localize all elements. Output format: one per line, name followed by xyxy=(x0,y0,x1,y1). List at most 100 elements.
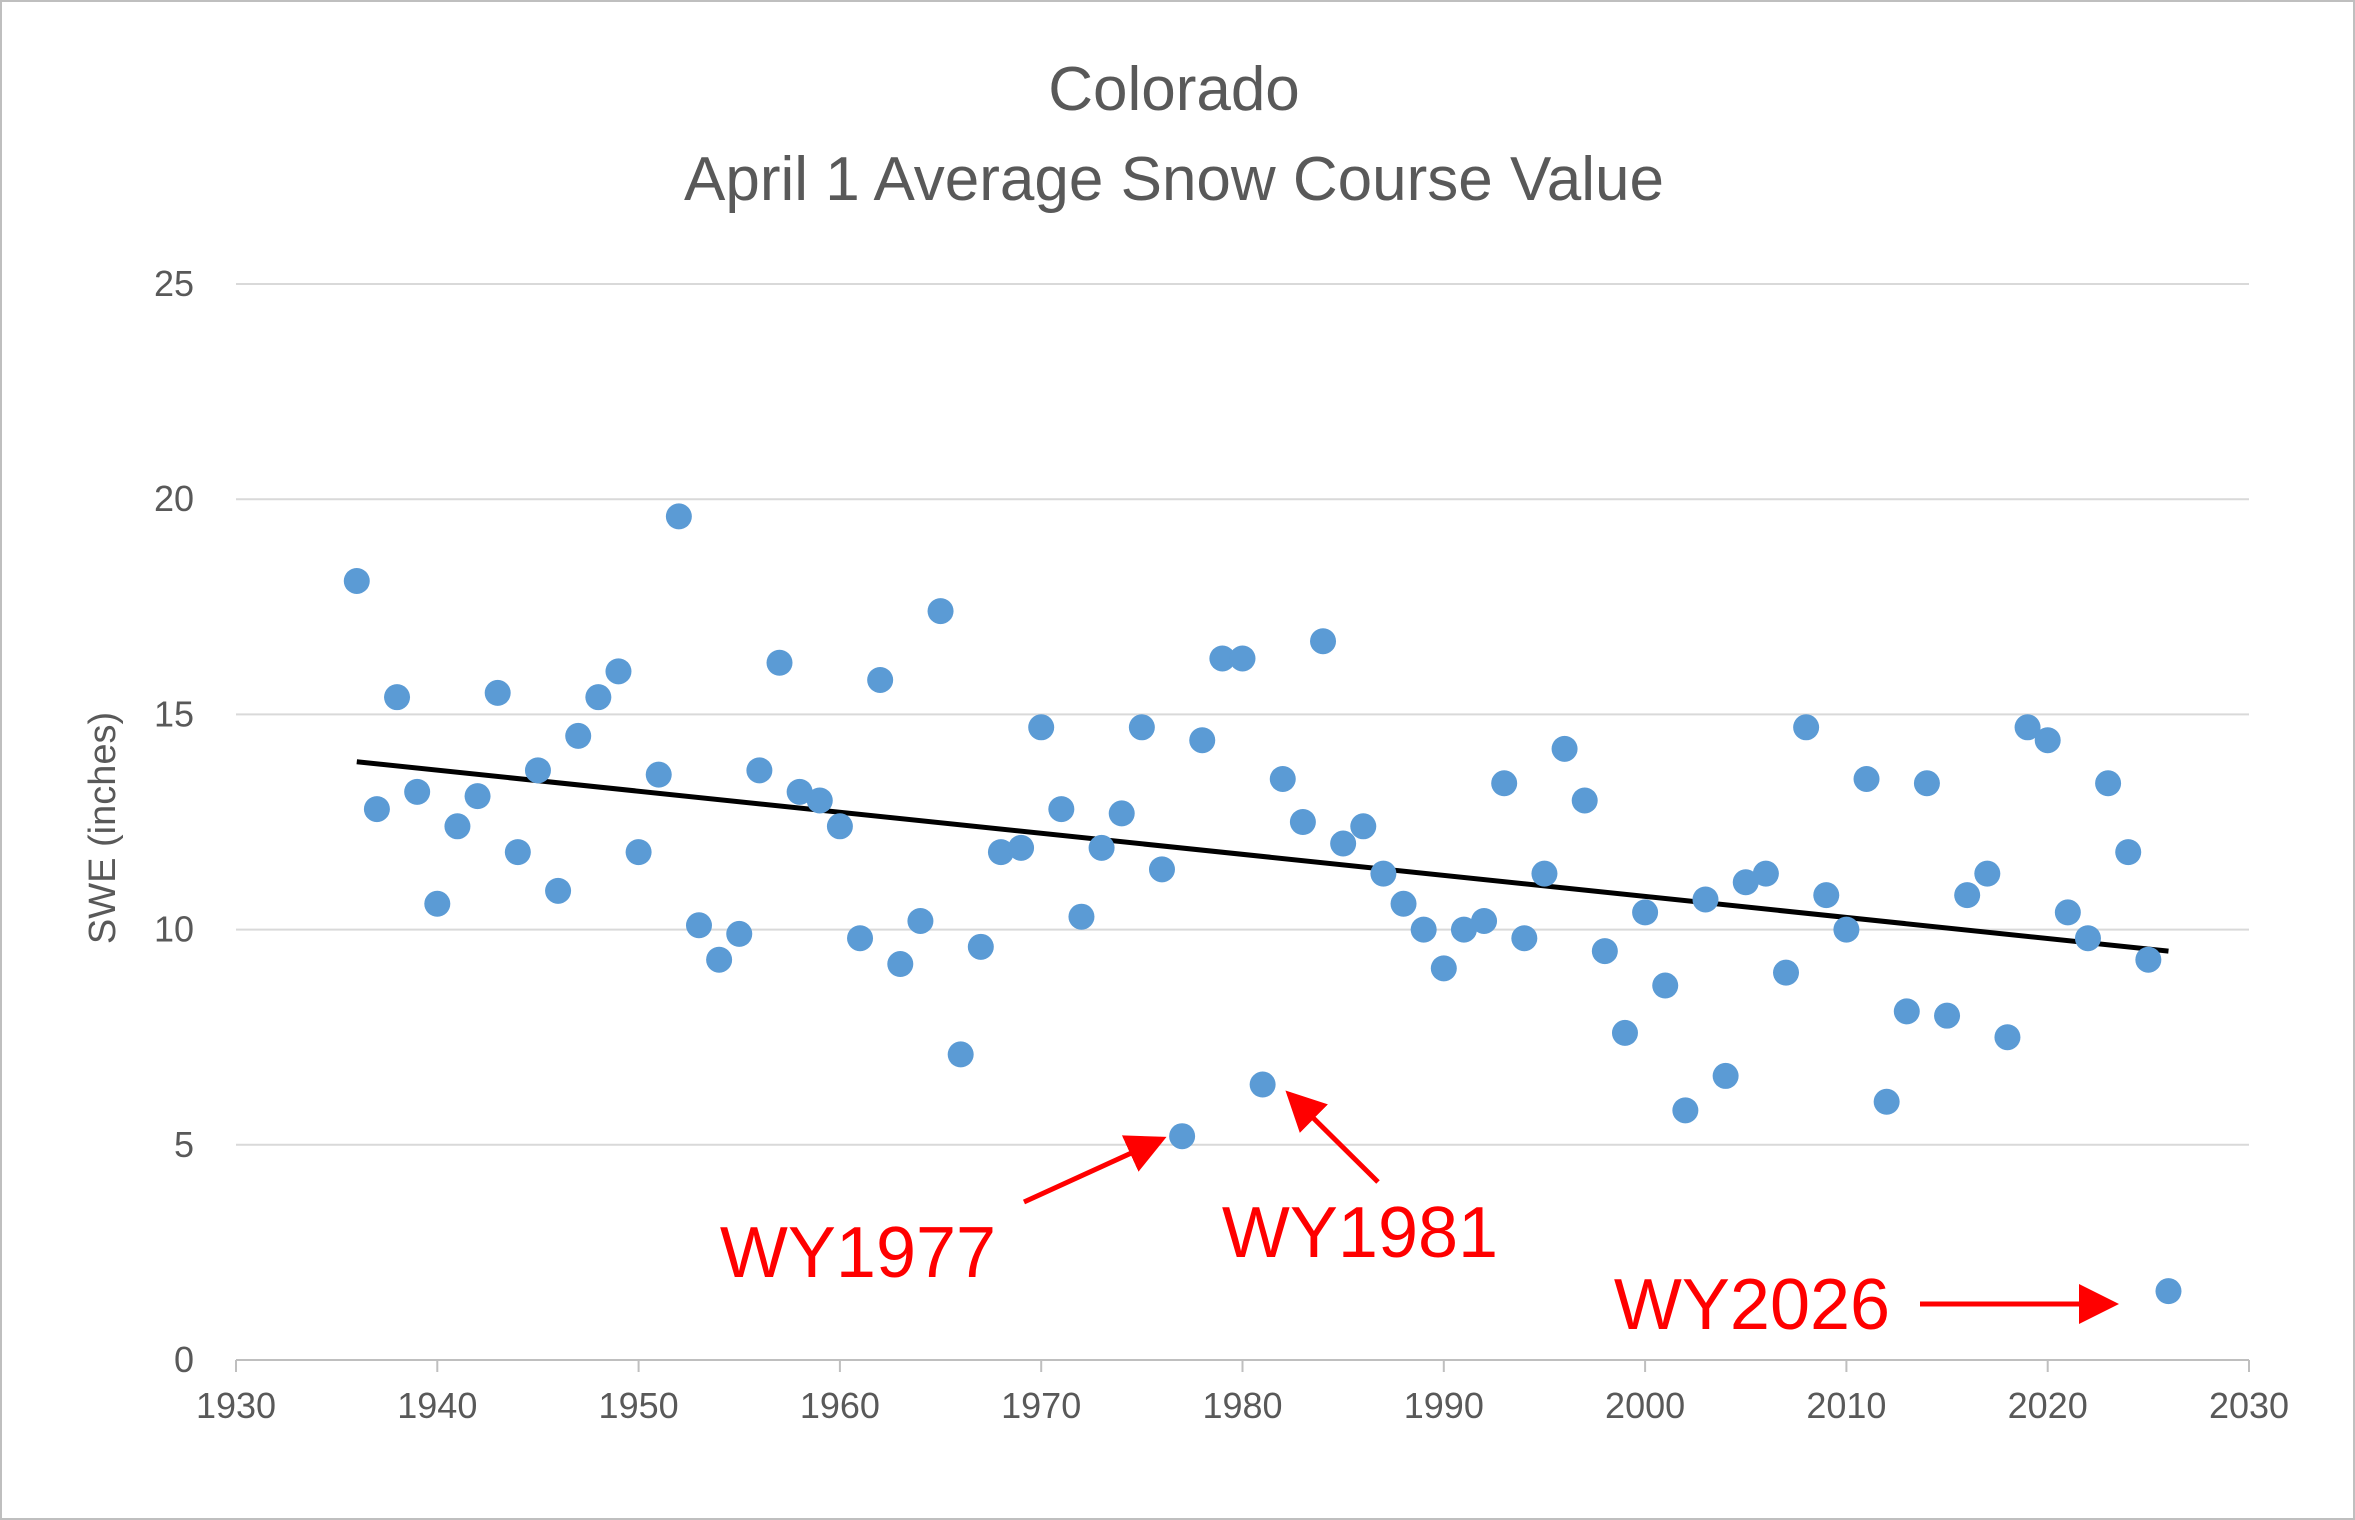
data-point xyxy=(1310,628,1337,655)
tick-labels: 0 5 10 15 20 25 1930 1940 1950 1960 1970 1980 1990 20… xyxy=(154,263,2289,1426)
data-point xyxy=(1793,714,1820,741)
data-point xyxy=(1652,972,1679,999)
x-tick-label: 1940 xyxy=(397,1385,477,1426)
data-point xyxy=(1088,834,1115,861)
data-point xyxy=(907,907,934,934)
data-point xyxy=(1893,998,1920,1025)
data-point xyxy=(887,951,914,978)
data-point xyxy=(1169,1123,1196,1150)
data-point xyxy=(927,598,954,625)
y-tick-label: 10 xyxy=(154,909,194,950)
x-tick-label: 2030 xyxy=(2209,1385,2289,1426)
data-point xyxy=(1330,830,1357,857)
data-point xyxy=(1954,882,1981,909)
data-point xyxy=(1370,860,1397,887)
data-point xyxy=(1672,1097,1699,1124)
data-point xyxy=(1108,800,1135,827)
y-tick-label: 0 xyxy=(174,1339,194,1380)
data-point xyxy=(565,722,592,749)
data-point xyxy=(404,778,431,805)
x-tick-label: 1990 xyxy=(1404,1385,1484,1426)
data-point xyxy=(585,684,612,711)
data-point xyxy=(1048,796,1075,823)
data-point xyxy=(363,796,390,823)
data-point xyxy=(1148,856,1175,883)
data-point xyxy=(1551,735,1578,762)
data-point xyxy=(1994,1024,2021,1051)
data-point xyxy=(847,925,874,952)
data-point xyxy=(1249,1071,1276,1098)
data-point xyxy=(2054,899,2081,926)
data-point xyxy=(1450,916,1477,943)
data-point xyxy=(1571,787,1598,814)
data-point xyxy=(1350,813,1377,840)
data-point xyxy=(2135,946,2162,973)
data-points xyxy=(343,503,2182,1305)
data-point xyxy=(343,567,370,594)
data-point xyxy=(1511,925,1538,952)
data-point xyxy=(1289,809,1316,835)
x-tick-label: 2020 xyxy=(2008,1385,2088,1426)
annotation-label: WY1977 xyxy=(720,1213,996,1293)
trendline-group xyxy=(356,759,2169,954)
data-point xyxy=(2014,714,2041,741)
data-point xyxy=(1430,955,1457,982)
data-point xyxy=(867,666,894,693)
data-point xyxy=(1269,765,1296,792)
x-tick-label: 1930 xyxy=(196,1385,276,1426)
data-point xyxy=(706,946,733,973)
x-tick-label: 1960 xyxy=(800,1385,880,1426)
x-tick-label: 1980 xyxy=(1202,1385,1282,1426)
chart-title: Colorado xyxy=(1048,55,1300,124)
data-point xyxy=(1390,890,1417,917)
data-point xyxy=(947,1041,974,1068)
data-point xyxy=(1531,860,1558,887)
annotation-arrow xyxy=(1022,1135,1167,1205)
data-point xyxy=(1410,916,1437,943)
y-axis-label: SWE (inches) xyxy=(82,712,124,944)
data-point xyxy=(826,813,853,840)
data-point xyxy=(685,912,712,939)
data-point xyxy=(1591,938,1618,965)
x-tick-label: 2010 xyxy=(1806,1385,1886,1426)
y-tick-label: 15 xyxy=(154,693,194,734)
trendline xyxy=(356,759,2169,954)
data-point xyxy=(1028,714,1055,741)
data-point xyxy=(645,761,672,788)
data-point xyxy=(1974,860,2001,887)
data-point xyxy=(987,839,1014,866)
data-point xyxy=(746,757,773,784)
data-point xyxy=(1773,959,1800,986)
data-point xyxy=(504,839,531,866)
data-point xyxy=(1732,869,1759,896)
annotation-label: WY2026 xyxy=(1614,1265,1890,1345)
data-point xyxy=(1712,1062,1739,1089)
data-point xyxy=(1632,899,1659,926)
data-point xyxy=(786,778,813,805)
data-point xyxy=(1813,882,1840,909)
data-point xyxy=(1229,645,1256,672)
data-point xyxy=(1853,765,1880,792)
data-point xyxy=(806,787,833,814)
data-point xyxy=(1189,727,1216,754)
x-tick-label: 2000 xyxy=(1605,1385,1685,1426)
data-point xyxy=(2095,770,2122,797)
data-point xyxy=(726,920,753,947)
x-tick-label: 1970 xyxy=(1001,1385,1081,1426)
annotations: WY1977 WY1981 WY2026 xyxy=(720,1090,2119,1345)
data-point xyxy=(2115,839,2142,866)
data-point xyxy=(1752,860,1779,887)
data-point xyxy=(605,658,632,685)
y-tick-label: 5 xyxy=(174,1124,194,1165)
y-tick-label: 20 xyxy=(154,478,194,519)
data-point xyxy=(384,684,411,711)
data-point xyxy=(2155,1278,2182,1305)
data-point xyxy=(424,890,451,917)
data-point xyxy=(665,503,692,530)
data-point xyxy=(1068,903,1095,930)
data-point xyxy=(1833,916,1860,943)
y-tick-label: 25 xyxy=(154,263,194,304)
data-point xyxy=(1491,770,1518,797)
